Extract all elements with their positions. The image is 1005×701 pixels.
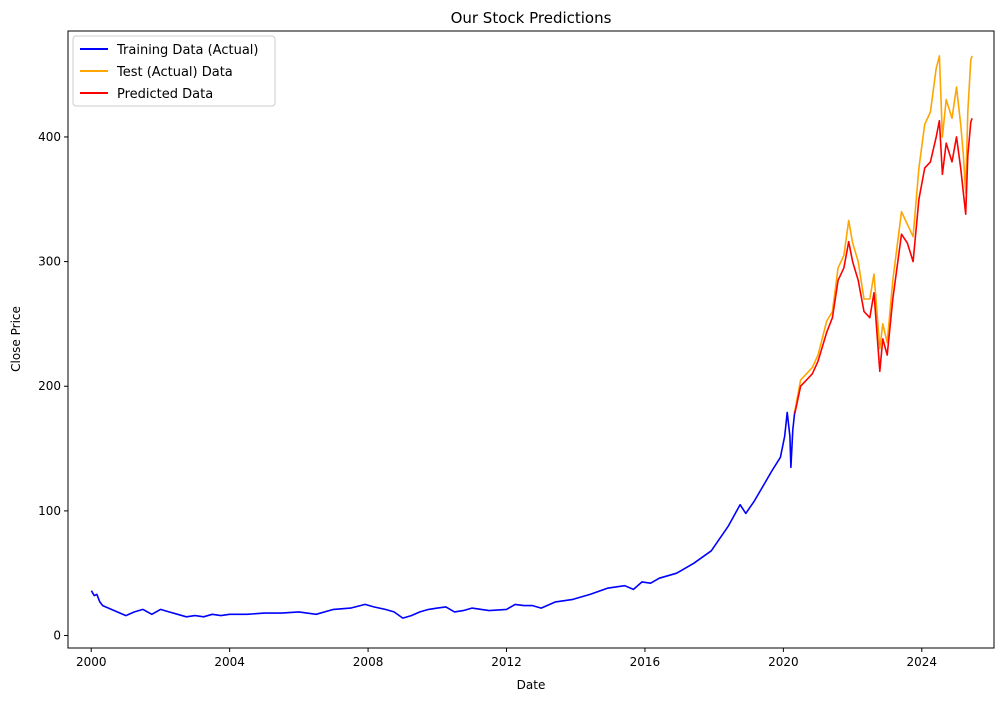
y-axis-ticks: 0 100 200 300 400 [38,130,68,643]
x-tick-label: 2000 [76,655,107,669]
plot-area-frame [67,30,995,649]
x-tick-label: 2008 [353,655,384,669]
legend: Training Data (Actual) Test (Actual) Data… [72,35,276,107]
x-tick-label: 2020 [768,655,799,669]
x-tick-label: 2004 [214,655,245,669]
series-layer [90,55,973,619]
y-tick-label: 100 [38,504,61,518]
x-tick-label: 2016 [630,655,661,669]
x-axis-label: Date [517,678,546,692]
legend-label: Training Data (Actual) [116,43,258,58]
y-tick-label: 400 [38,130,61,144]
series-line-2 [794,55,973,412]
legend-label: Predicted Data [117,87,213,102]
legend-frame [72,35,276,107]
legend-label: Test (Actual) Data [116,65,233,80]
chart-title: Our Stock Predictions [451,9,612,27]
y-tick-label: 200 [38,379,61,393]
x-tick-label: 2012 [491,655,522,669]
series-line-3 [794,118,973,414]
x-tick-label: 2024 [907,655,938,669]
y-tick-label: 0 [53,629,61,643]
y-tick-label: 300 [38,255,61,269]
x-axis-ticks: 2000 2004 2008 2012 2016 2020 2024 [76,648,937,669]
y-axis-label: Close Price [9,306,23,372]
series-line-1 [90,411,796,619]
